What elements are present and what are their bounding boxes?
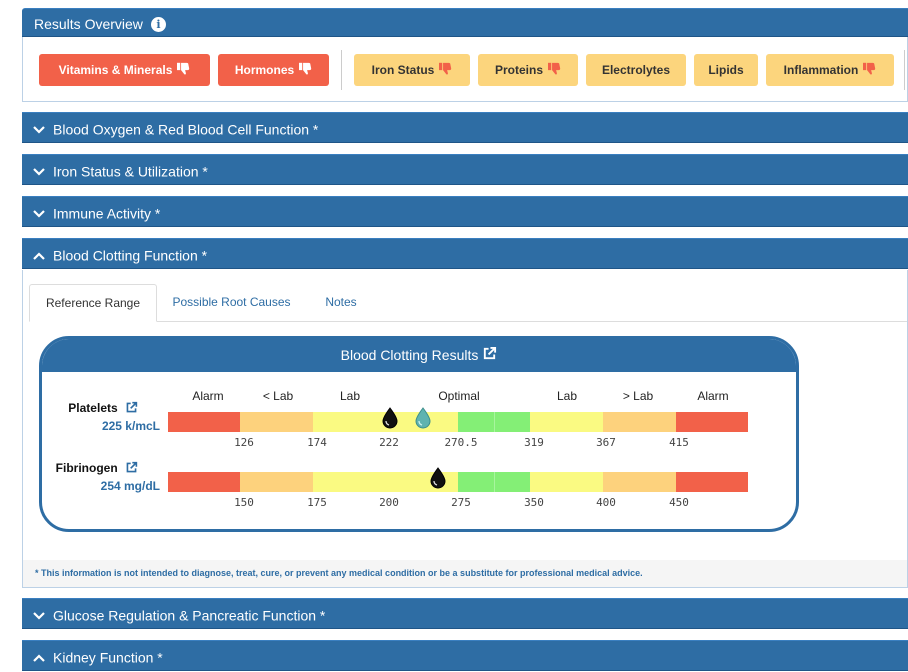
platelets-tick: 415 [669,436,689,449]
fibrinogen-tick: 200 [379,496,399,509]
tab-reference-range[interactable]: Reference Range [29,284,157,322]
results-overview-header: Results Overview i [22,8,908,37]
chip-label: Lipids [708,63,744,77]
chip-proteins[interactable]: Proteins [478,54,578,86]
chip-lipids[interactable]: Lipids [694,54,758,86]
chip-inflammation[interactable]: Inflammation [766,54,894,86]
section-title: Iron Status & Utilization * [53,163,208,180]
range-segment [240,412,313,432]
section-clotting-header[interactable]: Blood Clotting Function * [22,238,908,269]
section-blood-oxygen-header[interactable]: Blood Oxygen & Red Blood Cell Function * [22,112,908,143]
results-overview-title: Results Overview [34,16,143,33]
range-segment [603,412,676,432]
chip-label: Inflammation [783,63,859,77]
range-segment [313,472,458,492]
range-segment [530,472,603,492]
chip-electrolytes[interactable]: Electrolytes [586,54,686,86]
fibrinogen-tick: 350 [524,496,544,509]
chip-label: Proteins [494,63,543,77]
chip-divider [904,50,905,90]
range-label-below-lab: < Lab [262,389,294,403]
blood-clotting-results-card: Blood Clotting Results Alarm < Lab Lab O… [39,336,799,532]
chip-iron-status[interactable]: Iron Status [354,54,470,86]
range-label-lab-low: Lab [339,389,361,403]
chip-label: Hormones [234,63,295,77]
range-segment [676,412,748,432]
range-label-lab-high: Lab [556,389,578,403]
platelets-tick: 174 [307,436,327,449]
range-label-optimal: Optimal [438,389,480,403]
section-title: Immune Activity * [53,205,161,222]
tab-notes[interactable]: Notes [325,295,357,309]
chevron-up-icon [33,240,47,270]
fibrinogen-value: 254 mg/dL [100,479,160,493]
range-segment [240,472,313,492]
section-title: Kidney Function * [53,649,163,666]
fibrinogen-tick: 400 [596,496,616,509]
clotting-content: Reference Range Possible Root Causes Not… [23,270,907,578]
chevron-down-icon [33,156,47,186]
metric-label: Platelets [68,401,118,416]
tab-possible-root-causes[interactable]: Possible Root Causes [172,295,291,309]
section-iron-status-header[interactable]: Iron Status & Utilization * [22,154,908,185]
chip-label: Iron Status [371,63,435,77]
info-icon[interactable]: i [150,16,166,32]
chip-divider [341,50,342,90]
range-label-above-lab: > Lab [622,389,654,403]
range-label-alarm-high: Alarm [697,389,729,403]
range-segment [603,472,676,492]
thumbs-down-icon [548,55,561,87]
chip-label: Vitamins & Minerals [58,63,173,77]
chevron-up-icon [33,642,47,672]
results-overview-body: Vitamins & Minerals Hormones Iron Status… [22,37,908,102]
platelets-tick: 319 [524,436,544,449]
platelets-tick: 222 [379,436,399,449]
chevron-down-icon [33,600,47,630]
fibrinogen-tick: 450 [669,496,689,509]
fibrinogen-tick: 275 [451,496,471,509]
platelets-tick: 270.5 [444,436,478,449]
range-segment [168,472,240,492]
metric-label: Fibrinogen [55,461,118,476]
range-segment [676,472,748,492]
fibrinogen-name: Fibrinogen [42,461,138,477]
card-title: Blood Clotting Results [340,347,479,363]
clotting-tabs: Reference Range Possible Root Causes Not… [29,284,907,322]
thumbs-down-icon [177,55,190,87]
platelets-tick: 367 [596,436,616,449]
fibrinogen-result-drop-icon [430,467,446,494]
range-segment [168,412,240,432]
external-link-icon[interactable] [125,461,138,477]
chevron-down-icon [33,114,47,144]
optimal-midline [494,412,495,432]
section-title: Glucose Regulation & Pancreatic Function… [53,607,326,624]
section-title: Blood Oxygen & Red Blood Cell Function * [53,121,319,138]
chevron-down-icon [33,198,47,228]
section-kidney-header[interactable]: Kidney Function * [22,640,908,671]
section-title: Blood Clotting Function * [53,247,208,264]
thumbs-down-icon [299,55,312,87]
thumbs-down-icon [863,55,876,87]
card-header: Blood Clotting Results [42,339,796,372]
chip-label: Electrolytes [601,63,671,77]
external-link-icon[interactable] [482,340,497,373]
fibrinogen-tick: 175 [307,496,327,509]
thumbs-down-icon [439,55,452,87]
medical-disclaimer: * This information is not intended to di… [35,568,643,578]
range-label-alarm-low: Alarm [192,389,224,403]
platelets-name: Platelets [42,401,138,417]
optimal-midline [494,472,495,492]
previous-result-drop-icon [415,407,431,434]
platelets-value: 225 k/mcL [101,419,160,433]
clotting-section-body: Reference Range Possible Root Causes Not… [22,270,908,588]
chip-hormones[interactable]: Hormones [218,54,329,86]
platelets-result-drop-icon [382,407,398,434]
section-immune-header[interactable]: Immune Activity * [22,196,908,227]
platelets-tick: 126 [234,436,254,449]
section-glucose-header[interactable]: Glucose Regulation & Pancreatic Function… [22,598,908,629]
chip-vitamins-minerals[interactable]: Vitamins & Minerals [39,54,210,86]
fibrinogen-tick: 150 [234,496,254,509]
range-segment [530,412,603,432]
external-link-icon[interactable] [125,401,138,417]
